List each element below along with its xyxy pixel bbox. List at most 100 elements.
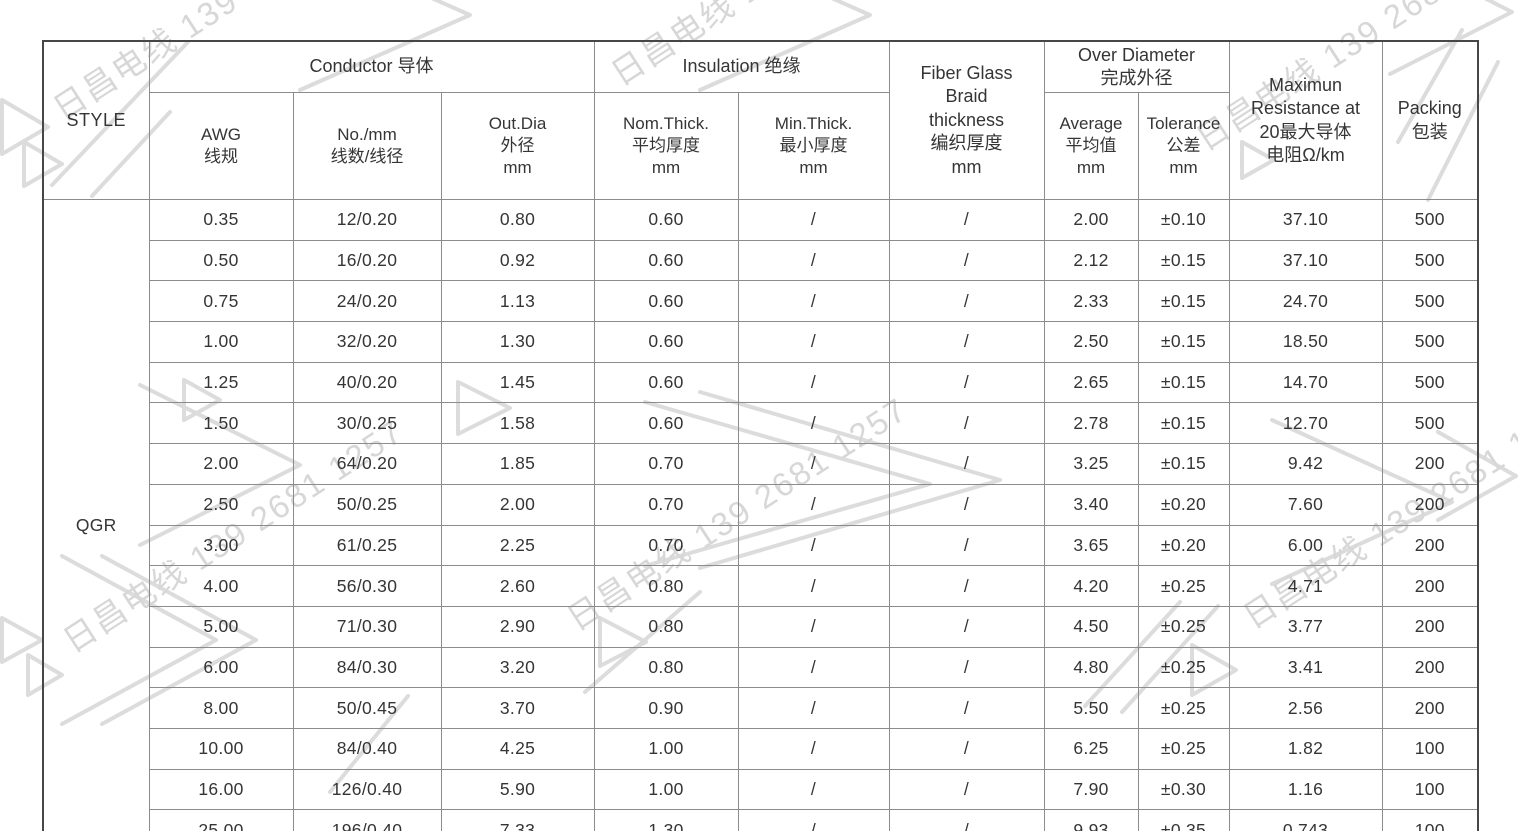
table-cell: 200 bbox=[1381, 605, 1479, 648]
table-cell: 7.60 bbox=[1228, 483, 1383, 526]
table-cell: 2.25 bbox=[440, 524, 595, 567]
table-cell: 100 bbox=[1381, 809, 1479, 831]
conductor-group-header: Conductor 导体 bbox=[148, 40, 595, 93]
table-row: 8.00 50/0.45 3.70 0.90//5.50 ±0.25 2.56 200 bbox=[43, 687, 1479, 729]
table-cell: / bbox=[888, 483, 1045, 526]
table-cell: 200 bbox=[1381, 687, 1479, 729]
table-cell: 1.50 bbox=[148, 402, 294, 445]
table-cell: 0.35 bbox=[148, 199, 294, 241]
table-cell: / bbox=[888, 402, 1045, 445]
table-cell: 37.10 bbox=[1228, 199, 1383, 241]
table-cell: 500 bbox=[1381, 361, 1479, 404]
table-cell: 200 bbox=[1381, 483, 1479, 526]
table-cell: / bbox=[737, 646, 890, 689]
table-cell: 0.60 bbox=[593, 239, 739, 282]
table-cell: 3.65 bbox=[1043, 524, 1139, 567]
table-cell: 16/0.20 bbox=[292, 239, 442, 282]
packing-header: Packing 包装 bbox=[1381, 40, 1479, 200]
fiber-glass-braid-header: Fiber Glass Braid thickness 编织厚度 mm bbox=[888, 40, 1045, 200]
table-cell: ±0.10 bbox=[1137, 199, 1230, 241]
table-cell: ±0.25 bbox=[1137, 687, 1230, 729]
table-cell: 24.70 bbox=[1228, 280, 1383, 323]
table-cell: / bbox=[737, 687, 890, 729]
table-cell: ±0.15 bbox=[1137, 443, 1230, 485]
table-cell: 5.00 bbox=[148, 605, 294, 648]
table-cell: 1.00 bbox=[148, 321, 294, 363]
table-cell: 2.90 bbox=[440, 605, 595, 648]
table-cell: 4.25 bbox=[440, 727, 595, 770]
table-cell: 5.50 bbox=[1043, 687, 1139, 729]
table-cell: 6.00 bbox=[1228, 524, 1383, 567]
table-cell: 126/0.40 bbox=[292, 768, 442, 811]
table-cell: 3.25 bbox=[1043, 443, 1139, 485]
table-cell: 3.00 bbox=[148, 524, 294, 567]
nom-thick-header: Nom.Thick. 平均厚度 mm bbox=[593, 92, 739, 200]
table-cell: 0.60 bbox=[593, 199, 739, 241]
table-cell: ±0.15 bbox=[1137, 280, 1230, 323]
table-cell: 2.65 bbox=[1043, 361, 1139, 404]
table-cell: 0.743 bbox=[1228, 809, 1383, 831]
out-dia-header: Out.Dia 外径 mm bbox=[440, 92, 595, 200]
table-cell: 4.71 bbox=[1228, 565, 1383, 607]
table-row: 5.00 71/0.30 2.90 0.80//4.50 ±0.25 3.77 200 bbox=[43, 605, 1479, 648]
table-cell: / bbox=[737, 605, 890, 648]
table-row: 10.00 84/0.40 4.25 1.00//6.25 ±0.25 1.82 100 bbox=[43, 727, 1479, 770]
table-cell: 0.90 bbox=[593, 687, 739, 729]
table-cell: 0.60 bbox=[593, 361, 739, 404]
table-cell: ±0.15 bbox=[1137, 321, 1230, 363]
table-row: 3.00 61/0.25 2.25 0.70//3.65 ±0.20 6.00 200 bbox=[43, 524, 1479, 567]
table-cell: 32/0.20 bbox=[292, 321, 442, 363]
table-row: 0.75 24/0.20 1.13 0.60//2.33 ±0.15 24.70 500 bbox=[43, 280, 1479, 323]
average-header: Average 平均值 mm bbox=[1043, 92, 1139, 200]
table-cell: 2.60 bbox=[440, 565, 595, 607]
table-cell: 200 bbox=[1381, 646, 1479, 689]
table-cell: 40/0.20 bbox=[292, 361, 442, 404]
table-cell: / bbox=[888, 646, 1045, 689]
table-cell: 0.70 bbox=[593, 443, 739, 485]
table-cell: 500 bbox=[1381, 199, 1479, 241]
table-cell: / bbox=[888, 361, 1045, 404]
table-row: 1.50 30/0.25 1.58 0.60//2.78 ±0.15 12.70 500 bbox=[43, 402, 1479, 445]
table-cell: / bbox=[888, 239, 1045, 282]
table-row: 2.50 50/0.25 2.00 0.70//3.40 ±0.20 7.60 200 bbox=[43, 483, 1479, 526]
table-cell: 0.60 bbox=[593, 402, 739, 445]
table-cell: 2.00 bbox=[148, 443, 294, 485]
table-body: QGR 0.35 12/0.20 0.80 0.60//2.00 ±0.10 37.10 50… bbox=[42, 199, 1479, 831]
table-cell: / bbox=[888, 443, 1045, 485]
table-cell: 500 bbox=[1381, 239, 1479, 282]
table-cell: 2.00 bbox=[440, 483, 595, 526]
table-cell: 24/0.20 bbox=[292, 280, 442, 323]
table-cell: 18.50 bbox=[1228, 321, 1383, 363]
table-cell: 2.56 bbox=[1228, 687, 1383, 729]
table-cell: / bbox=[888, 524, 1045, 567]
table-cell: / bbox=[737, 239, 890, 282]
table-cell: / bbox=[888, 605, 1045, 648]
over-diameter-group-header: Over Diameter 完成外径 bbox=[1043, 40, 1230, 93]
table-cell: 0.80 bbox=[593, 646, 739, 689]
table-cell: 71/0.30 bbox=[292, 605, 442, 648]
table-cell: 0.80 bbox=[440, 199, 595, 241]
table-cell: 0.70 bbox=[593, 524, 739, 567]
table-cell: 2.50 bbox=[1043, 321, 1139, 363]
table-cell: ±0.25 bbox=[1137, 646, 1230, 689]
table-cell: 1.00 bbox=[593, 768, 739, 811]
table-cell: 64/0.20 bbox=[292, 443, 442, 485]
table-cell: 500 bbox=[1381, 280, 1479, 323]
table-cell: 2.50 bbox=[148, 483, 294, 526]
table-cell: 1.82 bbox=[1228, 727, 1383, 770]
min-thick-header: Min.Thick. 最小厚度 mm bbox=[737, 92, 890, 200]
table-cell: / bbox=[737, 280, 890, 323]
table-cell: / bbox=[888, 727, 1045, 770]
table-cell: 6.25 bbox=[1043, 727, 1139, 770]
table-row: 25.00 196/0.40 7.33 1.30//9.93 ±0.35 0.743 100 bbox=[43, 809, 1479, 831]
table-cell: 1.58 bbox=[440, 402, 595, 445]
table-cell: 4.20 bbox=[1043, 565, 1139, 607]
table-cell: 3.20 bbox=[440, 646, 595, 689]
table-cell: 0.60 bbox=[593, 280, 739, 323]
table-cell: ±0.20 bbox=[1137, 524, 1230, 567]
header-group-row: STYLE Conductor 导体 Insulation 绝缘 Fiber G… bbox=[42, 40, 1479, 200]
table-cell: ±0.15 bbox=[1137, 239, 1230, 282]
awg-header: AWG 线规 bbox=[148, 92, 294, 200]
table-cell: 3.41 bbox=[1228, 646, 1383, 689]
table-row: 6.00 84/0.30 3.20 0.80//4.80 ±0.25 3.41 200 bbox=[43, 646, 1479, 689]
